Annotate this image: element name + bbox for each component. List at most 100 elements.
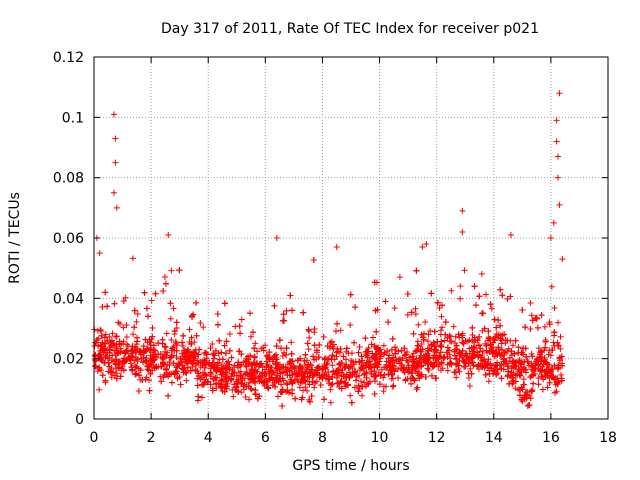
data-point: [555, 320, 561, 326]
data-point: [451, 324, 457, 330]
x-tick-label: 10: [371, 430, 389, 446]
data-point: [204, 351, 210, 357]
data-point: [180, 343, 186, 349]
data-point: [133, 319, 139, 325]
data-point: [428, 290, 434, 296]
data-point: [218, 349, 224, 355]
data-point: [165, 232, 171, 238]
data-point: [305, 327, 311, 333]
data-point: [249, 386, 255, 392]
data-point: [497, 287, 503, 293]
data-point: [513, 338, 519, 344]
data-point: [519, 307, 525, 313]
data-point: [99, 304, 105, 310]
data-point: [167, 300, 173, 306]
data-point: [111, 111, 117, 117]
data-point: [383, 298, 389, 304]
data-point: [483, 292, 489, 298]
data-point: [423, 241, 429, 247]
y-tick-label: 0.1: [62, 110, 84, 126]
data-point: [408, 381, 414, 387]
data-point: [252, 340, 258, 346]
data-point: [169, 380, 175, 386]
data-point: [390, 384, 396, 390]
data-point: [554, 388, 560, 394]
data-point: [271, 303, 277, 309]
data-point: [311, 385, 317, 391]
data-point: [385, 319, 391, 325]
data-point: [141, 290, 147, 296]
data-point: [457, 283, 463, 289]
y-tick-label: 0.08: [53, 171, 84, 187]
data-point: [194, 376, 200, 382]
data-point: [488, 301, 494, 307]
data-point: [281, 311, 287, 317]
data-point: [135, 311, 141, 317]
data-point: [554, 138, 560, 144]
data-point: [490, 371, 496, 377]
data-point: [229, 355, 235, 361]
data-point: [132, 372, 138, 378]
data-point: [349, 350, 355, 356]
y-tick-label: 0.02: [53, 352, 84, 368]
data-point: [112, 160, 118, 166]
data-point: [321, 334, 327, 340]
data-point: [187, 327, 193, 333]
data-point: [476, 343, 482, 349]
data-point: [130, 255, 136, 261]
data-point: [370, 335, 376, 341]
data-point: [124, 341, 130, 347]
data-point: [405, 291, 411, 297]
data-point: [297, 384, 303, 390]
data-point: [453, 374, 459, 380]
data-point: [390, 383, 396, 389]
data-point: [552, 305, 558, 311]
y-tick-labels: 00.020.040.060.080.10.12: [53, 50, 84, 428]
data-point: [372, 378, 378, 384]
data-point: [499, 292, 505, 298]
data-point: [556, 90, 562, 96]
data-point: [457, 296, 463, 302]
data-point: [472, 283, 478, 289]
data-point: [193, 300, 199, 306]
x-tick-label: 16: [542, 430, 560, 446]
data-point: [392, 305, 398, 311]
x-axis-label: GPS time / hours: [292, 458, 409, 474]
data-point: [254, 348, 260, 354]
data-point: [237, 323, 243, 329]
data-point: [469, 325, 475, 331]
data-point: [284, 345, 290, 351]
data-point: [352, 304, 358, 310]
data-point: [445, 368, 451, 374]
data-point: [559, 256, 565, 262]
data-point: [179, 339, 185, 345]
data-point: [515, 350, 521, 356]
data-point: [147, 388, 153, 394]
data-point: [284, 308, 290, 314]
data-point: [215, 322, 221, 328]
data-point: [243, 394, 249, 400]
data-point: [535, 375, 541, 381]
data-point: [483, 372, 489, 378]
data-point: [422, 319, 428, 325]
data-point: [277, 337, 283, 343]
data-point: [413, 306, 419, 312]
data-point: [414, 386, 420, 392]
data-point: [311, 257, 317, 263]
data-point: [461, 267, 467, 273]
data-point: [555, 175, 561, 181]
data-point: [180, 333, 186, 339]
data-point: [176, 267, 182, 273]
data-point: [351, 340, 357, 346]
data-point: [535, 325, 541, 331]
data-point: [443, 319, 449, 325]
data-point: [306, 328, 312, 334]
data-point: [111, 190, 117, 196]
x-tick-label: 8: [318, 430, 327, 446]
data-point: [164, 330, 170, 336]
data-point: [222, 300, 228, 306]
data-point: [530, 381, 536, 387]
data-point: [150, 325, 156, 331]
data-point: [292, 396, 298, 402]
